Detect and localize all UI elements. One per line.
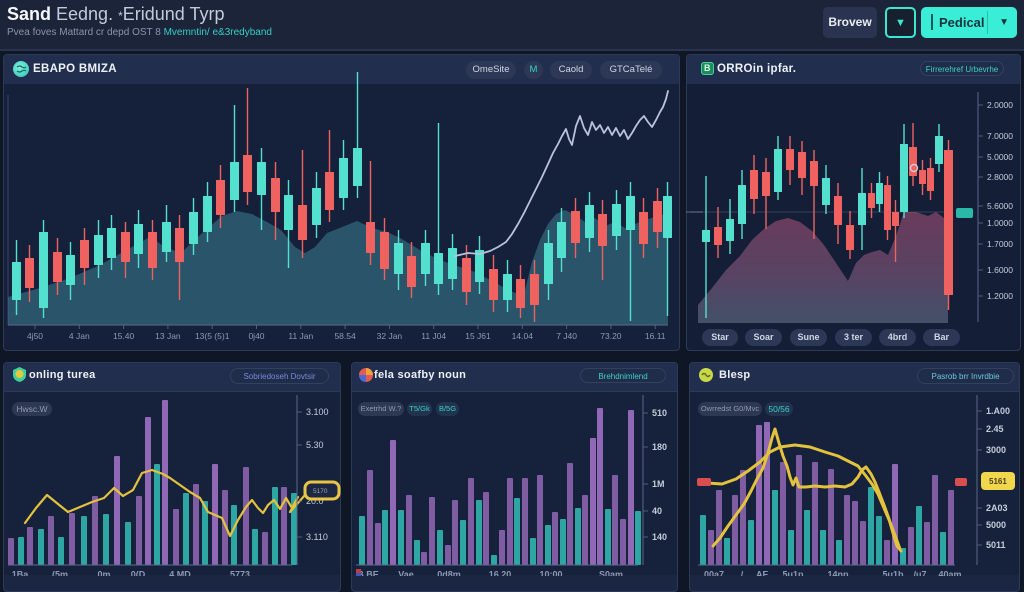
svg-text:180: 180 <box>652 442 667 452</box>
svg-text:5.30: 5.30 <box>306 440 324 450</box>
svg-text:7.0000: 7.0000 <box>987 131 1013 141</box>
svg-text:1.0000: 1.0000 <box>987 218 1013 228</box>
svg-text:0(D: 0(D <box>131 570 146 577</box>
svg-text:13(5 (5)1: 13(5 (5)1 <box>195 331 230 341</box>
svg-text:73.20: 73.20 <box>600 331 622 341</box>
svg-text:1M: 1M <box>652 479 665 489</box>
svg-text:(5m: (5m <box>52 570 68 577</box>
svg-text:40am: 40am <box>938 570 961 577</box>
svg-text:11 Jan: 11 Jan <box>288 331 313 341</box>
svg-text:0d8m: 0d8m <box>437 570 461 577</box>
svg-text:16.11: 16.11 <box>645 331 666 341</box>
svg-text:5161: 5161 <box>989 477 1007 486</box>
svg-text:4 Jan: 4 Jan <box>69 331 90 341</box>
svg-text:510: 510 <box>652 408 667 418</box>
svg-text:00a7: 00a7 <box>704 570 724 577</box>
svg-text:32 Jan: 32 Jan <box>377 331 403 341</box>
svg-text:2A03: 2A03 <box>986 503 1008 513</box>
svg-text:40: 40 <box>652 506 662 516</box>
svg-text:10:00: 10:00 <box>539 570 562 577</box>
svg-text:0m: 0m <box>97 570 110 577</box>
svg-text:140: 140 <box>652 532 667 542</box>
svg-text:5.6000: 5.6000 <box>987 201 1013 211</box>
svg-text:14.04: 14.04 <box>512 331 534 341</box>
svg-text:20.0: 20.0 <box>306 496 324 506</box>
svg-text:1.6000: 1.6000 <box>987 265 1013 275</box>
svg-text:1.2000: 1.2000 <box>987 291 1013 301</box>
svg-text:/u7: /u7 <box>913 570 926 577</box>
svg-text:5011: 5011 <box>986 540 1006 550</box>
svg-text:5000: 5000 <box>986 520 1006 530</box>
svg-text:0j40: 0j40 <box>248 331 264 341</box>
svg-text:2.0000: 2.0000 <box>987 100 1013 110</box>
svg-text:1.A00: 1.A00 <box>986 406 1010 416</box>
svg-text:5u1p: 5u1p <box>782 570 804 577</box>
svg-text:5170: 5170 <box>313 488 328 495</box>
svg-text:4j50: 4j50 <box>27 331 43 341</box>
svg-text:14np: 14np <box>827 570 849 577</box>
svg-text:1.7000: 1.7000 <box>987 239 1013 249</box>
svg-text:3.100: 3.100 <box>306 407 329 417</box>
svg-text:2.8000: 2.8000 <box>987 172 1013 182</box>
svg-text:5773: 5773 <box>230 570 250 577</box>
svg-text:2.45: 2.45 <box>986 424 1004 434</box>
svg-text:5.0000: 5.0000 <box>987 152 1013 162</box>
svg-text:1Ba: 1Ba <box>12 570 30 577</box>
svg-text:16.20: 16.20 <box>489 570 512 577</box>
svg-text:13 Jan: 13 Jan <box>155 331 181 341</box>
svg-text:B.BE: B.BE <box>357 570 379 577</box>
svg-text:AF: AF <box>756 570 768 577</box>
svg-text:11 J04: 11 J04 <box>421 331 446 341</box>
svg-text:S0am: S0am <box>599 570 623 577</box>
svg-text:15.40: 15.40 <box>113 331 135 341</box>
svg-text:5u1b: 5u1b <box>882 570 904 577</box>
svg-text:4 MD: 4 MD <box>169 570 191 577</box>
svg-text:3000: 3000 <box>986 445 1006 455</box>
svg-text:/: / <box>741 570 744 577</box>
svg-text:Vae: Vae <box>398 570 414 577</box>
svg-text:15 J61: 15 J61 <box>465 331 491 341</box>
svg-text:3.110: 3.110 <box>306 532 328 542</box>
svg-text:7 J40: 7 J40 <box>556 331 577 341</box>
svg-text:58.54: 58.54 <box>334 331 356 341</box>
